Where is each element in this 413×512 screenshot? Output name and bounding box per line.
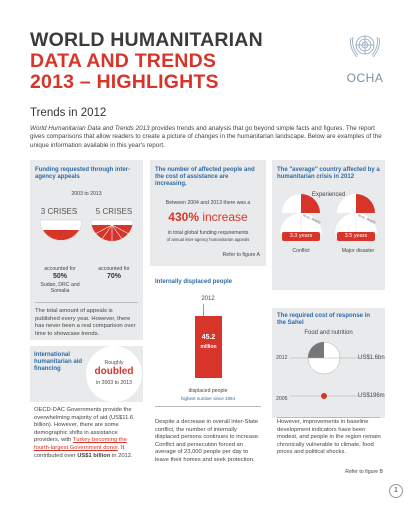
affected-increase: 430% increase xyxy=(168,210,248,224)
svg-text:to re...RNED: to re...RNED xyxy=(358,213,377,225)
affected-title: The number of affected people and the co… xyxy=(155,167,255,188)
affected-between: Between 2004 and 2013 there was a xyxy=(165,200,251,206)
un-emblem-icon xyxy=(350,35,380,58)
idp-title: Internally displaced people xyxy=(155,279,233,285)
funding-panel: Funding requested through inter-agency a… xyxy=(30,160,143,340)
average-gauges: to re...RNED to re...RNED xyxy=(280,213,377,234)
page-title: WORLD HUMANITARIAN DATA AND TRENDS 2013 … xyxy=(30,30,330,93)
funding-left-pct: 50% xyxy=(52,273,67,280)
funding-title: Funding requested through inter-agency a… xyxy=(35,167,130,181)
sahel-body: However, improvements in baseline develo… xyxy=(277,419,381,456)
funding-left-label: 3 CRISES xyxy=(40,207,78,216)
aid-doubled: doubled xyxy=(94,366,134,377)
intro-paragraph: World Humanitarian Data and Trends 2013 … xyxy=(30,125,382,149)
idp-axis xyxy=(203,304,204,316)
affected-panel: The number of affected people and the co… xyxy=(150,160,266,266)
funding-right-label: 5 CRISES xyxy=(95,207,133,216)
idp-unit: million xyxy=(200,344,217,350)
aid-amount: US$1 billion xyxy=(77,452,111,459)
aid-roughly: Roughly xyxy=(104,360,124,366)
funding-left-sub: Sudan, DRC and Somalia xyxy=(40,282,80,294)
title-line-3: 2013 – HIGHLIGHTS xyxy=(30,71,219,93)
sahel-panel: The required cost of response in the Sah… xyxy=(272,308,385,418)
sahel-value-2005: US$196m xyxy=(358,393,385,399)
idp-sub: highest number since 1994 xyxy=(180,396,236,401)
average-right-caption: Major disaster xyxy=(341,248,375,254)
funding-body: The total amount of appeals is published… xyxy=(35,308,136,337)
sahel-refer: Refer to figure B xyxy=(345,469,383,475)
ocha-wordmark: OCHA xyxy=(346,71,384,85)
sahel-subtitle: Food and nutrition xyxy=(304,330,353,336)
title-line-2: DATA AND TRENDS xyxy=(30,50,217,72)
ocha-logo: OCHA xyxy=(340,28,390,85)
aid-link[interactable]: Turkey becoming the fourth-largest Gover… xyxy=(34,437,127,451)
average-experienced: Experienced xyxy=(311,192,346,198)
aid-body-2: . It contributed over xyxy=(34,444,125,459)
affected-pct: 430% xyxy=(168,210,203,224)
sahel-value-2012: US$1.6bn xyxy=(358,355,385,361)
average-right-pill: 3.5 years xyxy=(337,232,375,241)
average-left-caption: Conflict xyxy=(292,248,310,254)
average-left-value: 3.3 years xyxy=(289,233,313,239)
sahel-year-2012: 2012 xyxy=(276,355,288,361)
idp-bar xyxy=(195,316,222,378)
funding-right-gauge xyxy=(90,219,134,242)
section-title: Trends in 2012 xyxy=(30,107,107,119)
idp-value: 45.2 xyxy=(201,334,216,341)
affected-note1: in total global funding requirements xyxy=(167,230,249,236)
idp-body: Despite a decrease in overall inter-Stat… xyxy=(155,419,260,463)
sahel-chart xyxy=(290,341,360,399)
aid-body-1: OECD-DAC Governments provide the overwhe… xyxy=(34,407,134,444)
funding-right-pct: 70% xyxy=(106,273,121,280)
aid-body: OECD-DAC Governments provide the overwhe… xyxy=(34,407,142,460)
average-gauges-red xyxy=(282,194,375,213)
average-title: The "average" country affected by a huma… xyxy=(277,167,380,181)
aid-years: in 2003 to 2013 xyxy=(96,380,132,386)
funding-left-caption: accounted for xyxy=(44,266,76,272)
funding-right-caption: accounted for xyxy=(98,266,130,272)
idp-bars xyxy=(195,316,222,378)
sahel-year-2005: 2005 xyxy=(276,396,288,402)
affected-big: 430% increase xyxy=(150,210,266,224)
affected-note2: of annual inter-agency humanitarian appe… xyxy=(166,237,250,242)
divider xyxy=(35,302,138,303)
divider xyxy=(155,406,261,407)
average-right-value: 3.5 years xyxy=(344,233,368,239)
aid-body-3: in 2012. xyxy=(110,452,133,459)
average-panel: The "average" country affected by a huma… xyxy=(272,160,385,290)
funding-years: 2003 to 2013 xyxy=(71,191,102,197)
idp-year: 2012 xyxy=(201,296,215,302)
aid-title: International humanitarian aid financing xyxy=(34,352,83,373)
idp-column: 45.2 million xyxy=(150,304,266,380)
svg-text:to re...RNED: to re...RNED xyxy=(303,213,322,225)
funding-left-gauge xyxy=(39,219,83,242)
idp-caption: displaced people xyxy=(188,388,228,394)
report-title-italic: World Humanitarian Data and Trends 2013 xyxy=(30,125,150,132)
sahel-2005-bubble xyxy=(321,393,327,399)
page-number: 1 xyxy=(389,484,403,498)
average-left-pill: 3.3 years xyxy=(282,232,320,241)
title-line-1: WORLD HUMANITARIAN xyxy=(30,29,263,51)
affected-refer: Refer to figure A xyxy=(222,252,261,258)
sahel-title: The required cost of response in the Sah… xyxy=(277,313,371,327)
funding-semicircles xyxy=(39,219,134,242)
divider xyxy=(277,417,380,418)
aid-badge: Roughly doubled in 2003 to 2013 xyxy=(86,346,142,402)
